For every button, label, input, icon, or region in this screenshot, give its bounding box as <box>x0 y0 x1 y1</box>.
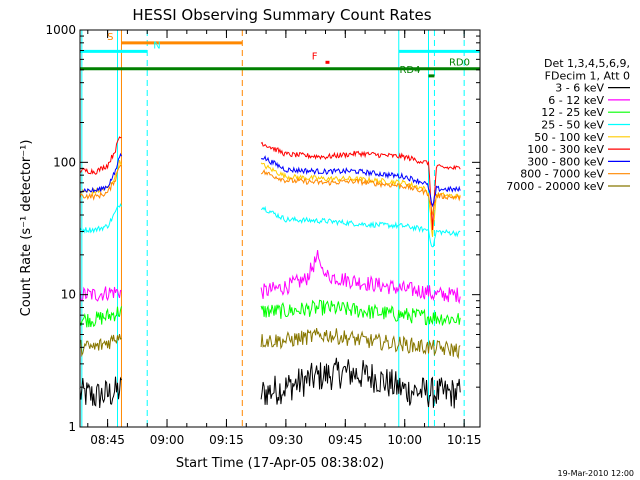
series-line-1-0 <box>79 286 122 302</box>
series-line-5-0 <box>79 136 122 175</box>
series-line-5-1 <box>260 141 461 231</box>
series-line-8-1 <box>260 328 461 360</box>
x-tick-label-2: 09:15 <box>209 433 244 447</box>
x-tick-label-4: 09:45 <box>328 433 363 447</box>
plot-area: S N F RD0 RD4 <box>79 30 480 427</box>
flag-label-5: RD4 <box>399 65 420 76</box>
series-line-7-0 <box>79 164 122 201</box>
legend-label-3: 25 - 50 keV <box>541 119 604 132</box>
x-axis-label: Start Time (17-Apr-05 08:38:02) <box>176 456 384 471</box>
series-line-0-0 <box>79 376 122 409</box>
footer-date: 19-Mar-2010 12:00 <box>558 469 635 478</box>
legend-label-4: 50 - 100 keV <box>534 131 604 144</box>
x-tick-label-6: 10:15 <box>447 433 482 447</box>
legend-title-1: FDecim 1, Att 0 <box>545 69 630 82</box>
x-tick-label-0: 08:45 <box>90 433 125 447</box>
series-line-1-1 <box>260 250 461 305</box>
series-line-3-1 <box>260 205 461 248</box>
flag-label-0: S <box>107 32 113 43</box>
legend-label-2: 12 - 25 keV <box>541 106 604 119</box>
series-line-3-0 <box>79 202 122 234</box>
y-axis-label: Count Rate (s⁻¹ detector⁻¹) <box>19 140 34 317</box>
legend-label-1: 6 - 12 keV <box>548 94 604 107</box>
series-line-2-0 <box>79 306 122 328</box>
x-tick-label-3: 09:30 <box>269 433 304 447</box>
x-tick-label-1: 09:00 <box>150 433 185 447</box>
legend-label-8: 7000 - 20000 keV <box>506 180 604 193</box>
series-line-8-0 <box>79 333 122 358</box>
legend-label-5: 100 - 300 keV <box>527 143 604 156</box>
series-line-2-1 <box>260 299 461 326</box>
legend-title-0: Det 1,3,4,5,6,9, <box>544 57 630 70</box>
flag-label-1: N <box>153 40 160 51</box>
flag-label-2: F <box>312 51 318 62</box>
series-line-0-1 <box>260 357 461 409</box>
legend-label-6: 300 - 800 keV <box>527 155 604 168</box>
axes: 1 10 100 1000 08:45 09:00 09:15 09:30 09:45 10:00… <box>45 23 481 447</box>
chart-title: HESSI Observing Summary Count Rates <box>132 6 431 24</box>
legend-label-0: 3 - 6 keV <box>555 82 604 95</box>
y-tick-label-2: 100 <box>53 155 76 169</box>
legend: Det 1,3,4,5,6,9,FDecim 1, Att 03 - 6 keV… <box>506 57 630 193</box>
flag-label-4: RD0 <box>449 58 470 69</box>
y-tick-label-3: 1000 <box>45 23 76 37</box>
y-tick-label-0: 1 <box>68 420 76 434</box>
legend-label-7: 800 - 7000 keV <box>520 168 604 181</box>
y-tick-label-1: 10 <box>61 288 76 302</box>
x-tick-label-5: 10:00 <box>387 433 422 447</box>
plot-frame <box>79 29 481 428</box>
series-line-6-1 <box>260 155 461 208</box>
series-line-7-1 <box>260 168 461 216</box>
